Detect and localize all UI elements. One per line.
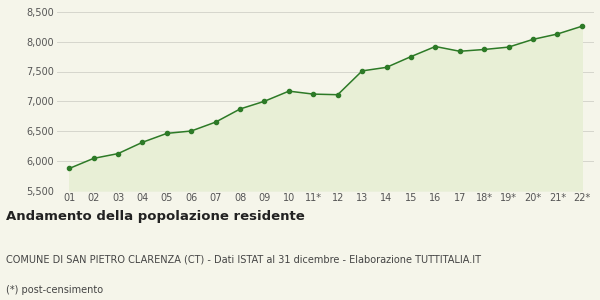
Text: COMUNE DI SAN PIETRO CLARENZA (CT) - Dati ISTAT al 31 dicembre - Elaborazione TU: COMUNE DI SAN PIETRO CLARENZA (CT) - Dat… (6, 255, 481, 265)
Text: (*) post-censimento: (*) post-censimento (6, 285, 103, 295)
Text: Andamento della popolazione residente: Andamento della popolazione residente (6, 210, 305, 223)
